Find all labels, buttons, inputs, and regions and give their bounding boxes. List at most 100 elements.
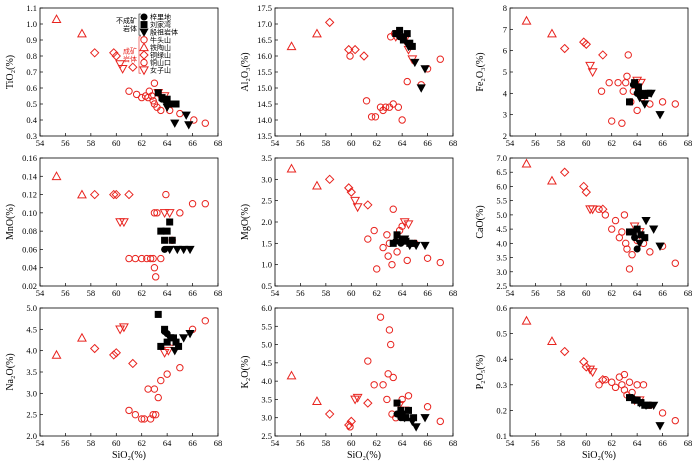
series-circle-open [125, 79, 209, 127]
data-point [655, 111, 665, 120]
series-diamond-open [89, 48, 138, 72]
data-point [164, 209, 175, 218]
data-point [389, 373, 397, 382]
data-point [400, 235, 410, 244]
x-tick-label: 54 [36, 288, 45, 298]
data-point [144, 385, 152, 393]
data-point [77, 332, 87, 342]
data-point [162, 103, 172, 112]
data-point [370, 226, 378, 235]
data-point [671, 259, 679, 267]
x-tick-label: 66 [658, 138, 667, 148]
x-tick-label: 62 [137, 138, 146, 148]
panel-k2o: 54 56 58 60 62 64 66 68 2.5 3.0 3.5 4.0 4.5 5.0 5.5 6.0… [240, 303, 457, 461]
data-point [324, 174, 335, 185]
data-point [633, 225, 641, 233]
legend-marker [139, 50, 149, 60]
data-point [89, 189, 100, 200]
data-point [286, 41, 297, 51]
y-tick-label: 14.0 [257, 115, 272, 125]
y-axis-title: MgO(%) [240, 204, 251, 240]
series-circle [631, 234, 641, 253]
y-tick-label: 5.5 [261, 321, 272, 331]
y-tick-label: 4.5 [26, 324, 37, 334]
data-point [184, 121, 194, 130]
y-tick-label: 0.9 [26, 35, 37, 45]
data-point [396, 26, 404, 34]
data-point [128, 62, 138, 72]
data-point [165, 334, 175, 343]
y-tick-label: 8 [503, 3, 507, 13]
data-point [671, 416, 679, 425]
data-point [620, 211, 629, 219]
y-tick-label: 5.0 [261, 340, 272, 350]
data-point [403, 30, 411, 38]
data-point [346, 423, 354, 431]
series-tri-down-open [115, 209, 175, 228]
data-point [161, 236, 169, 244]
data-point [201, 200, 209, 208]
y-tick-label: 0.08 [22, 226, 37, 236]
y-tick-label: 3.0 [496, 267, 507, 277]
data-point [633, 245, 641, 253]
y-tick-label: 0.6 [26, 83, 37, 93]
x-tick-label: 68 [214, 288, 223, 298]
data-point [611, 383, 620, 392]
data-point [352, 393, 363, 403]
data-point [163, 338, 171, 346]
y-tick-label: 0.5 [496, 329, 507, 339]
data-point [587, 68, 598, 78]
legend-group-label: 岩体 [123, 24, 137, 33]
data-point [364, 235, 372, 243]
data-point [77, 28, 87, 38]
data-point [436, 417, 444, 426]
data-point [51, 349, 62, 359]
y-tick-label: 6.0 [261, 303, 272, 313]
legend-group-label: 岩体 [123, 55, 137, 64]
data-point [407, 417, 417, 427]
y-tick-label: 2.5 [261, 431, 272, 441]
data-point [381, 103, 390, 111]
x-tick-label: 62 [372, 288, 381, 298]
data-point [608, 117, 616, 125]
data-point [605, 78, 613, 87]
data-point [389, 239, 397, 247]
y-tick-label: 7 [503, 24, 507, 34]
panel-mgo: 54 56 58 60 62 64 66 68 0.5 1.0 1.5 2.0 2.5 3.0 3.5 MgO… [240, 153, 457, 298]
data-point [179, 245, 189, 255]
x-tick-label: 66 [188, 438, 197, 448]
x-tick-label: 62 [372, 438, 381, 448]
y-tick-label: 0.10 [22, 208, 37, 218]
data-point [109, 189, 119, 200]
y-tick-label: 0.7 [26, 67, 37, 77]
data-point [324, 17, 335, 28]
x-axis-title: SiO₂(%) [112, 450, 146, 461]
data-point [635, 94, 645, 103]
series-circle-open [125, 190, 209, 281]
legend-label: 刘家湾 [150, 20, 171, 29]
data-point [190, 116, 198, 124]
data-point [379, 243, 387, 252]
x-tick-label: 62 [607, 288, 616, 298]
data-point [393, 248, 401, 256]
y-tick-label: 0.6 [496, 303, 507, 313]
x-tick-label: 56 [296, 288, 305, 298]
y-tick-label: 16.5 [257, 35, 272, 45]
data-point [587, 368, 598, 378]
data-point [625, 378, 634, 386]
y-tick-label: 4.5 [261, 358, 272, 368]
data-point [154, 310, 162, 318]
x-tick-label: 60 [112, 288, 121, 298]
data-point [111, 189, 121, 200]
y-tick-label: 0.16 [22, 153, 37, 163]
data-point [404, 392, 413, 400]
x-tick-label: 60 [347, 288, 356, 298]
data-point [641, 216, 651, 226]
x-tick-label: 60 [582, 438, 591, 448]
series-tri-down-open [115, 323, 174, 358]
y-axis-title: Fe₂O₃(%) [475, 52, 486, 91]
plot-frame [274, 307, 454, 437]
series-tri-down [165, 245, 195, 255]
x-tick-label: 56 [531, 438, 540, 448]
